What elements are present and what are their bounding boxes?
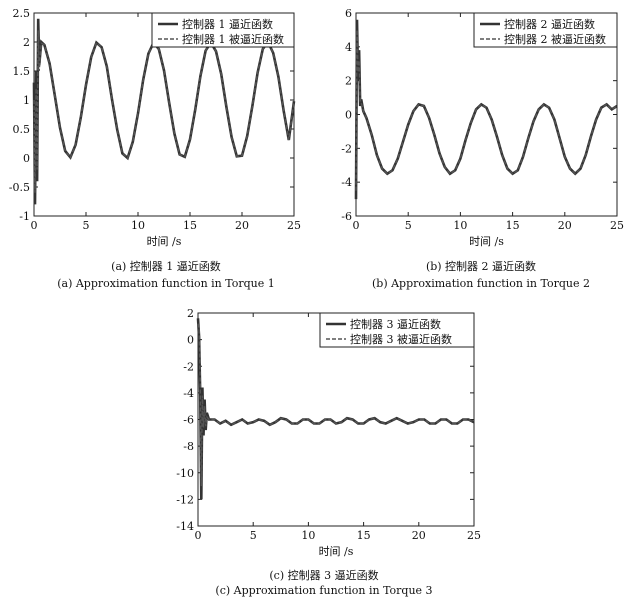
x-axis-label-a: 时间 /s — [147, 235, 182, 248]
x-tick-label: 10 — [453, 219, 467, 232]
caption-b-en: (b) Approximation function in Torque 2 — [371, 277, 591, 290]
x-tick-label: 15 — [183, 219, 197, 232]
y-tick-label: 0.5 — [13, 123, 31, 136]
y-tick-label: -2 — [341, 142, 352, 155]
x-tick-label: 20 — [412, 529, 426, 542]
caption-c-cn: (c) 控制器 3 逼近函数 — [269, 569, 379, 582]
y-tick-label: 2.5 — [13, 7, 31, 20]
y-tick-label: -1 — [19, 210, 30, 223]
y-tick-label: 6 — [345, 7, 352, 20]
y-tick-label: -8 — [183, 440, 194, 453]
series-line-c-2 — [197, 323, 475, 487]
y-tick-label: -14 — [176, 520, 194, 533]
x-tick-label: 15 — [357, 529, 371, 542]
x-tick-label: 25 — [610, 219, 624, 232]
legend-box-a — [151, 12, 295, 48]
x-axis-label-c: 时间 /s — [319, 545, 354, 558]
x-tick-label: 0 — [353, 219, 360, 232]
y-tick-label: 0 — [23, 152, 30, 165]
x-tick-label: 25 — [467, 529, 481, 542]
y-tick-label: 0 — [187, 334, 194, 347]
caption-b-cn: (b) 控制器 2 逼近函数 — [425, 260, 537, 273]
caption-a-cn: (a) 控制器 1 逼近函数 — [111, 260, 221, 273]
y-tick-label: 1 — [23, 94, 30, 107]
y-tick-label: -0.5 — [9, 181, 30, 194]
legend-box-c — [319, 312, 475, 348]
x-tick-label: 0 — [31, 219, 38, 232]
y-tick-label: 4 — [345, 41, 352, 54]
caption-a-en: (a) Approximation function in Torque 1 — [57, 277, 275, 290]
x-tick-label: 10 — [301, 529, 315, 542]
legend-box-b — [473, 12, 618, 48]
x-tick-label: 5 — [405, 219, 412, 232]
y-tick-label: -10 — [176, 467, 194, 480]
x-tick-label: 5 — [83, 219, 90, 232]
x-tick-label: 25 — [287, 219, 301, 232]
x-tick-label: 15 — [506, 219, 520, 232]
legend-label-a-2: 控制器 1 被逼近函数 — [182, 32, 284, 46]
legend-label-c-1: 控制器 3 逼近函数 — [350, 317, 441, 331]
x-tick-label: 0 — [195, 529, 202, 542]
x-tick-label: 5 — [250, 529, 257, 542]
y-tick-label: -6 — [183, 414, 194, 427]
caption-c-en: (c) Approximation function in Torque 3 — [215, 584, 433, 597]
legend-label-b-1: 控制器 2 逼近函数 — [504, 17, 595, 31]
x-tick-label: 20 — [235, 219, 249, 232]
y-tick-label: 2 — [345, 75, 352, 88]
y-tick-label: 2 — [187, 307, 194, 320]
y-tick-label: -6 — [341, 210, 352, 223]
y-tick-label: 2 — [23, 36, 30, 49]
series-line-a-2 — [33, 30, 295, 193]
series-line-b-2 — [355, 29, 618, 191]
legend-label-c-2: 控制器 3 被逼近函数 — [350, 332, 452, 346]
y-tick-label: -2 — [183, 360, 194, 373]
x-axis-label-b: 时间 /s — [469, 235, 504, 248]
y-tick-label: -12 — [176, 493, 194, 506]
y-tick-label: 1.5 — [13, 65, 31, 78]
legend-label-a-1: 控制器 1 逼近函数 — [182, 17, 273, 31]
y-tick-label: -4 — [183, 387, 194, 400]
x-tick-label: 20 — [558, 219, 572, 232]
y-tick-label: 0 — [345, 109, 352, 122]
x-tick-label: 10 — [131, 219, 145, 232]
legend-label-b-2: 控制器 2 被逼近函数 — [504, 32, 606, 46]
y-tick-label: -4 — [341, 176, 352, 189]
